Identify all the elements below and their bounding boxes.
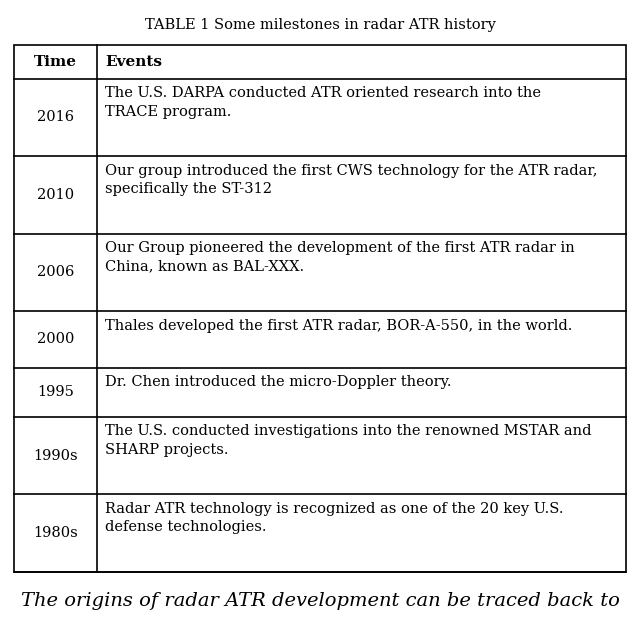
Text: Radar ATR technology is recognized as one of the 20 key U.S.
defense technologie: Radar ATR technology is recognized as on… [105,502,563,534]
Text: The U.S. conducted investigations into the renowned MSTAR and
SHARP projects.: The U.S. conducted investigations into t… [105,424,591,457]
Text: 1995: 1995 [37,386,74,399]
Text: Time: Time [34,55,77,69]
Text: The U.S. DARPA conducted ATR oriented research into the
TRACE program.: The U.S. DARPA conducted ATR oriented re… [105,87,541,119]
Text: 1990s: 1990s [33,449,77,463]
Text: 2000: 2000 [36,332,74,347]
Text: 2006: 2006 [36,265,74,280]
Text: 2016: 2016 [37,110,74,124]
Text: 1980s: 1980s [33,526,77,540]
Bar [14,45,626,572]
Text: TABLE 1 Some milestones in radar ATR history: TABLE 1 Some milestones in radar ATR his… [145,18,495,31]
Text: The origins of radar ATR development can be traced back to: The origins of radar ATR development can… [20,592,620,609]
Text: Dr. Chen introduced the micro-Doppler theory.: Dr. Chen introduced the micro-Doppler th… [105,376,451,389]
Text: 2010: 2010 [37,188,74,202]
Text: Events: Events [105,55,162,69]
Text: Our Group pioneered the development of the first ATR radar in
China, known as BA: Our Group pioneered the development of t… [105,241,575,273]
Text: Thales developed the first ATR radar, BOR-A-550, in the world.: Thales developed the first ATR radar, BO… [105,319,572,332]
Text: Our group introduced the first CWS technology for the ATR radar,
specifically th: Our group introduced the first CWS techn… [105,164,598,196]
